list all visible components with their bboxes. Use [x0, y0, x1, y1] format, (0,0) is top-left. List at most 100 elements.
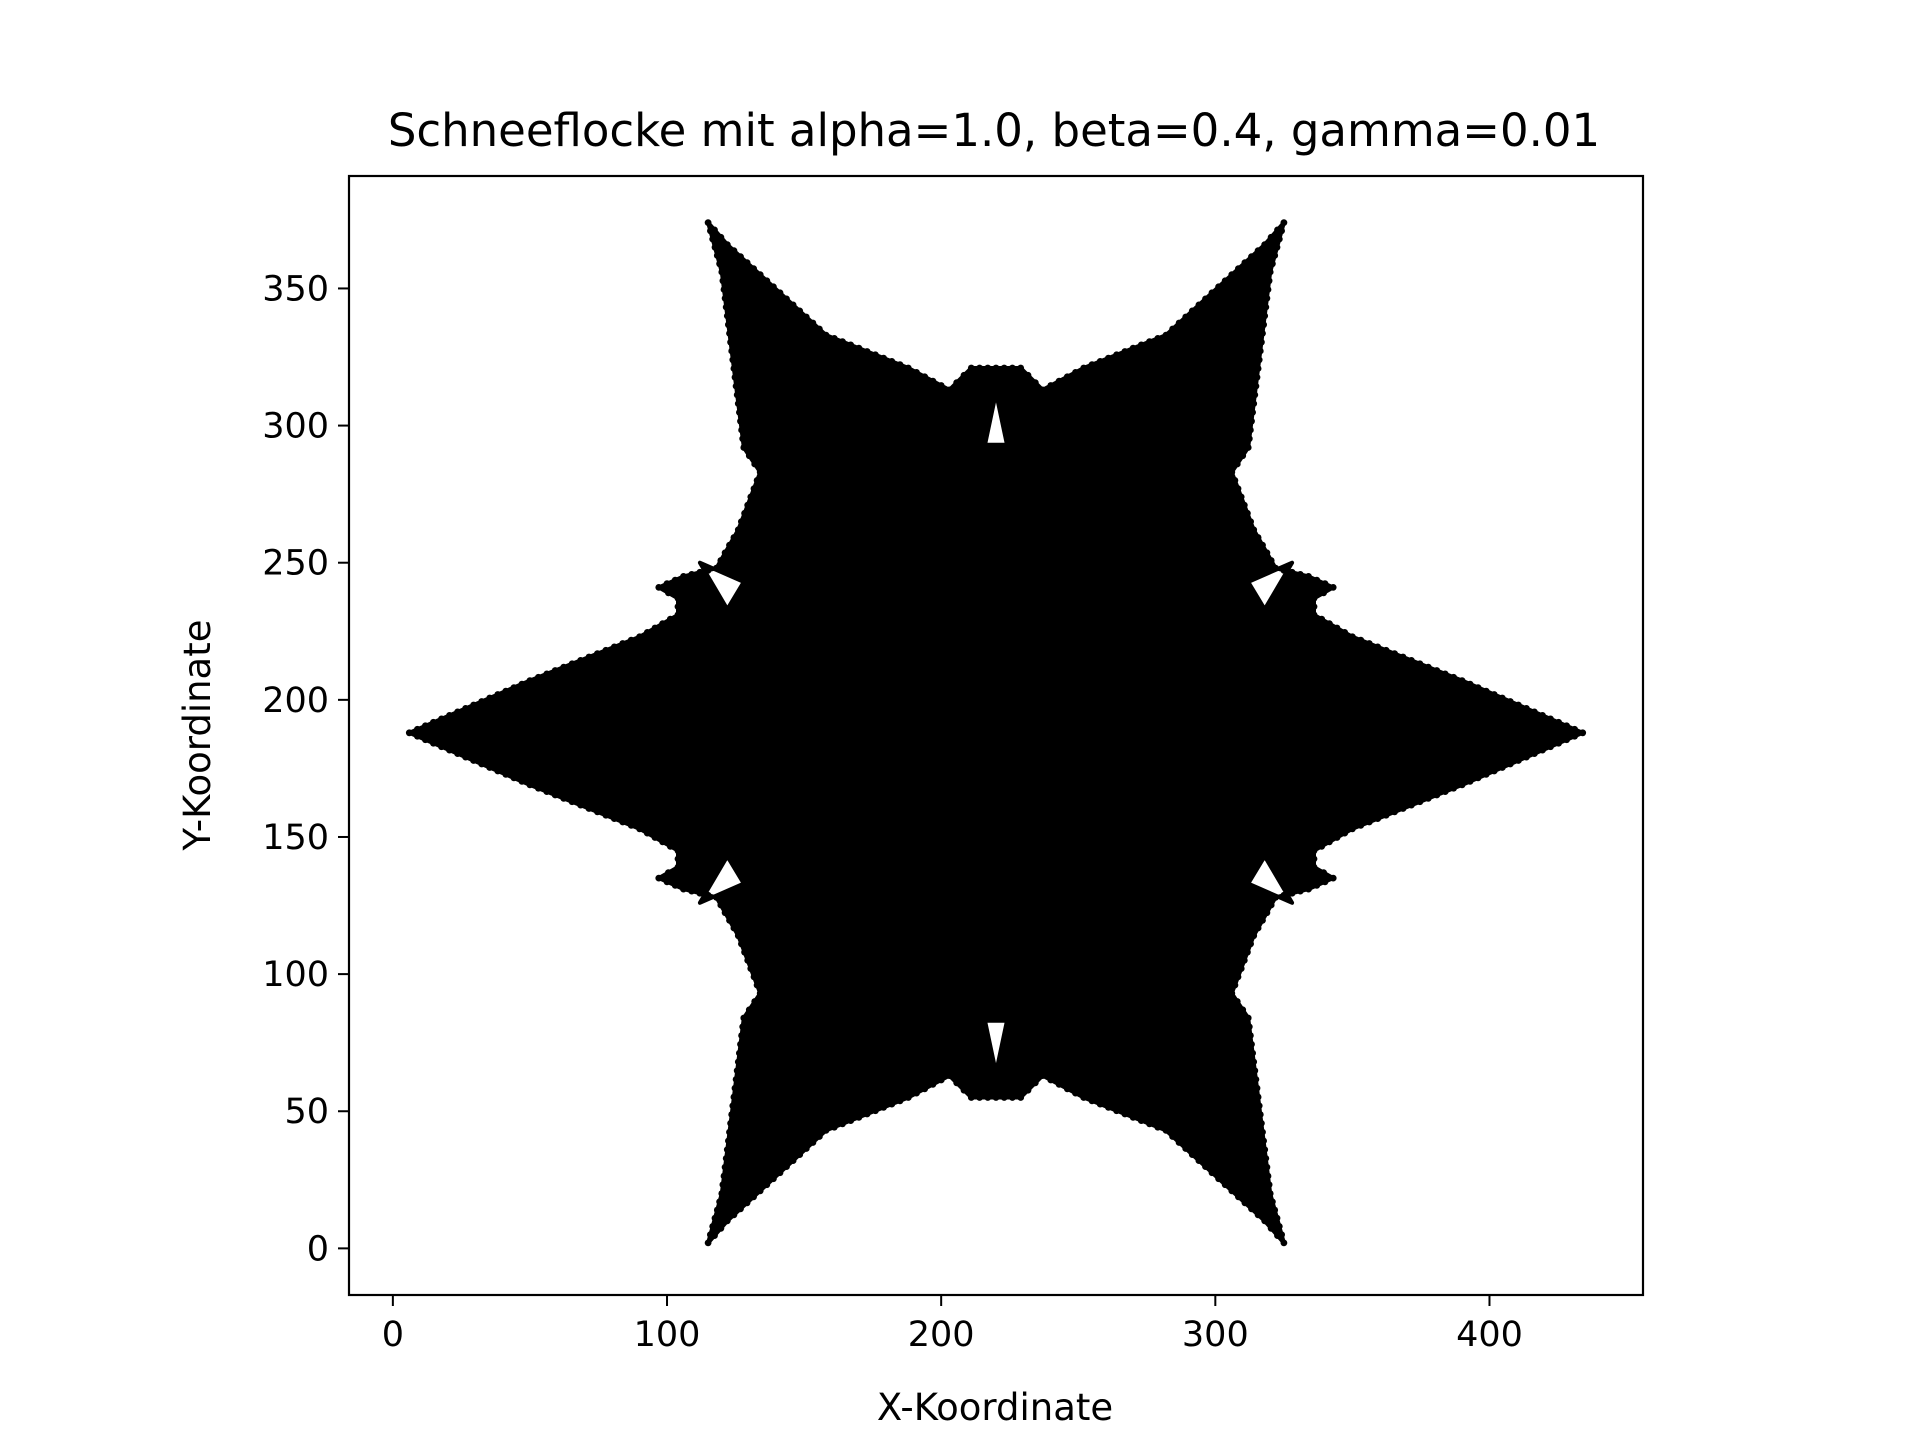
scatter-point: [719, 1181, 727, 1189]
scatter-point: [1000, 1094, 1008, 1101]
scatter-point: [1258, 1119, 1265, 1127]
scatter-point: [741, 948, 748, 956]
scatter-point: [1321, 878, 1329, 886]
scatter-point: [738, 518, 745, 525]
scatter-point: [1247, 426, 1254, 434]
scatter-point: [446, 746, 453, 754]
scatter-point: [696, 568, 704, 576]
scatter-point: [1506, 698, 1514, 705]
scatter-point: [770, 1175, 777, 1183]
scatter-point: [1228, 468, 1236, 476]
scatter-point: [659, 838, 666, 846]
scatter-point: [721, 294, 729, 302]
scatter-point: [1271, 1206, 1279, 1214]
scatter-point: [1563, 736, 1570, 744]
scatter-point: [1321, 580, 1329, 588]
scatter-point: [1482, 771, 1490, 778]
scatter-point: [1271, 252, 1279, 259]
scatter-point: [984, 1094, 992, 1101]
scatter-point: [730, 247, 738, 255]
scatter-point: [711, 243, 719, 251]
scatter-point: [809, 319, 817, 327]
scatter-point: [1264, 1172, 1272, 1180]
scatter-point: [1247, 940, 1254, 948]
scatter-point: [1273, 243, 1281, 251]
scatter-point: [674, 847, 682, 855]
scatter-point: [1296, 887, 1304, 895]
scatter-point: [1515, 757, 1522, 764]
scatter-point: [896, 1097, 904, 1105]
scatter-point: [1260, 1137, 1267, 1145]
scatter-point: [1031, 379, 1039, 386]
scatter-point: [610, 815, 618, 822]
scatter-point: [674, 855, 682, 863]
scatter-point: [713, 893, 720, 901]
scatter-point: [713, 252, 721, 259]
scatter-point: [1310, 603, 1318, 610]
scatter-point: [1039, 1072, 1046, 1079]
scatter-point: [1374, 643, 1382, 651]
scatter-point: [602, 646, 610, 654]
scatter-point: [518, 680, 526, 688]
y-tick-label: 50: [284, 1092, 329, 1132]
scatter-point: [535, 673, 542, 681]
scatter-point: [666, 842, 674, 850]
scatter-point: [880, 354, 887, 362]
scatter-point: [722, 303, 730, 311]
scatter-point: [1273, 1214, 1281, 1222]
scatter-point: [1250, 1058, 1258, 1066]
scatter-point: [1259, 1128, 1266, 1136]
scatter-point: [1253, 1084, 1261, 1092]
scatter-point: [872, 351, 879, 359]
scatter-point: [727, 338, 734, 346]
scatter-point: [1241, 259, 1249, 267]
scatter-point: [763, 277, 771, 285]
scatter-point: [1555, 718, 1562, 726]
scatter-point: [1063, 1085, 1071, 1093]
scatter-point: [1105, 354, 1112, 362]
scatter-point: [1055, 377, 1063, 385]
scatter-point: [1523, 705, 1530, 712]
scatter-point: [718, 268, 726, 276]
scatter-point: [802, 313, 810, 321]
scatter-point: [756, 468, 764, 476]
scatter-point: [1154, 335, 1162, 342]
scatter-point: [414, 725, 421, 733]
scatter-point: [1250, 932, 1258, 940]
scatter-point: [1539, 712, 1546, 719]
scatter-point: [688, 571, 696, 578]
scatter-point: [1399, 805, 1407, 812]
scatter-point: [1259, 917, 1266, 924]
scatter-point: [707, 227, 714, 235]
scatter-point: [756, 271, 764, 279]
scatter-point: [636, 825, 643, 833]
scatter-point: [454, 750, 461, 757]
scatter-point: [711, 1232, 718, 1239]
scatter-point: [1579, 729, 1587, 737]
scatter-point: [1264, 286, 1272, 293]
scatter-point: [1215, 283, 1222, 291]
scatter-point: [921, 373, 929, 381]
scatter-point: [1055, 1081, 1063, 1088]
chart-title: Schneeflocke mit alpha=1.0, beta=0.4, ga…: [388, 104, 1600, 157]
scatter-point: [737, 1040, 744, 1048]
scatter-point: [1182, 1145, 1190, 1152]
scatter-point: [739, 1023, 747, 1031]
scatter-point: [1466, 680, 1474, 688]
scatter-point: [486, 764, 494, 771]
scatter-point: [1326, 838, 1333, 846]
scatter-point: [1202, 1163, 1209, 1170]
scatter-point: [1272, 893, 1279, 901]
scatter-point: [1474, 684, 1482, 691]
scatter-point: [1080, 364, 1088, 372]
scatter-point: [1047, 1076, 1055, 1084]
scatter-point: [594, 808, 601, 816]
scatter-point: [1247, 1032, 1254, 1039]
scatter-point: [750, 265, 757, 273]
scatter-point: [730, 924, 738, 932]
scatter-point: [716, 1198, 723, 1206]
scatter-point: [729, 1102, 737, 1110]
scatter-point: [1515, 701, 1522, 709]
scatter-point: [737, 1205, 744, 1213]
scatter-point: [1255, 1102, 1263, 1110]
